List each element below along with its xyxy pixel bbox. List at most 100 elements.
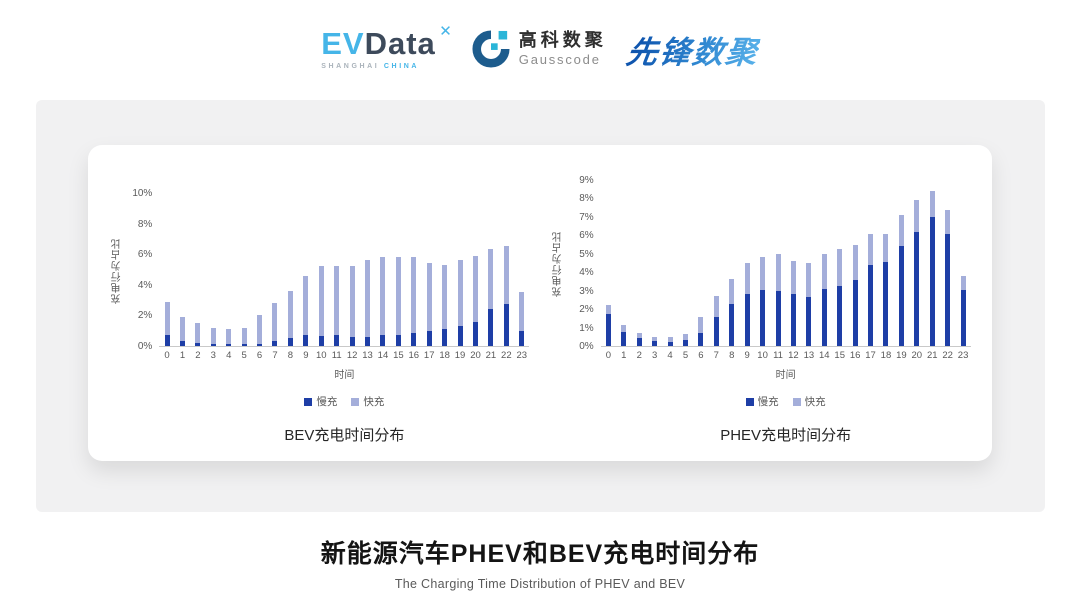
y-axis-title: 充电行为占比	[111, 237, 123, 304]
bar-column	[832, 249, 847, 346]
stacked-bar-hour-12	[349, 266, 355, 346]
stacked-bar-hour-20	[472, 255, 478, 346]
fast-charge-segment	[713, 296, 719, 317]
legend-item: 慢充	[745, 394, 779, 409]
x-tick-label: 2	[636, 350, 642, 361]
x-tick-label: 16	[849, 350, 861, 361]
legend-swatch	[351, 397, 360, 406]
bev-chart: 充电行为占比 0% 2% 4% 6% 8% 10% 0 1 2 3 4 5 6 7 8 9 10 11 12 13 1…	[109, 189, 530, 445]
bar-column	[252, 315, 267, 346]
x-tick-label: 0	[605, 350, 612, 361]
fast-charge-segment	[806, 263, 812, 298]
bar-column	[817, 253, 832, 346]
fast-charge-segment	[898, 215, 904, 247]
slow-charge-segment	[760, 289, 766, 346]
bar-column	[647, 336, 662, 346]
fast-charge-segment	[241, 327, 247, 345]
x-tick-label: 20	[470, 350, 481, 361]
x-tick-label: 19	[896, 350, 907, 361]
bar-column	[283, 290, 298, 346]
legend-swatch	[792, 397, 801, 406]
fast-charge-segment	[195, 323, 201, 343]
evdata-shanghai-text: SHANGHAI	[321, 63, 380, 70]
stacked-bar-hour-23	[519, 291, 525, 346]
stacked-bar-hour-8	[729, 278, 735, 346]
y-tick-label: 5%	[579, 248, 594, 260]
bar-column	[755, 257, 770, 346]
gausscode-cn-text: 高科数聚	[518, 30, 607, 51]
bar-column	[267, 303, 282, 346]
x-tick-label: 9	[744, 350, 750, 361]
bev-chart-grid: 充电行为占比 0% 2% 4% 6% 8% 10% 0 1 2 3 4 5 6 7 8 9 10 11 12 13 1…	[109, 189, 530, 381]
stacked-bar-hour-19	[898, 215, 904, 346]
fast-charge-segment	[287, 290, 293, 339]
x-tick-label: 10	[315, 350, 327, 361]
slow-charge-segment	[821, 288, 827, 346]
bar-column	[955, 275, 970, 346]
x-tick-label: 23	[957, 350, 969, 361]
y-tick-label: 4%	[579, 267, 594, 279]
bar-column	[452, 260, 467, 346]
stacked-bar-hour-2	[636, 333, 642, 346]
fast-charge-segment	[775, 253, 781, 291]
fast-charge-segment	[442, 264, 448, 330]
bar-column	[499, 245, 514, 346]
slow-charge-segment	[241, 344, 247, 346]
fast-charge-segment	[821, 253, 827, 289]
y-tick-label: 8%	[579, 193, 594, 205]
x-tick-label: 3	[651, 350, 658, 361]
slow-charge-segment	[365, 336, 371, 346]
chart-title: PHEV充电时间分布	[720, 427, 852, 444]
x-tick-label: 21	[926, 350, 938, 361]
x-tick-label: 15	[834, 350, 845, 361]
slow-charge-segment	[621, 332, 627, 346]
slow-charge-segment	[349, 336, 355, 346]
slow-charge-segment	[868, 264, 874, 346]
stacked-bar-hour-17	[868, 233, 874, 346]
evdata-spark-icon: ✕	[439, 23, 452, 40]
stacked-bar-hour-21	[488, 248, 494, 346]
x-tick-label: 18	[880, 350, 892, 361]
y-tick-label: 1%	[579, 322, 594, 334]
bar-column	[159, 301, 174, 346]
fast-charge-segment	[698, 316, 704, 334]
stacked-bar-hour-8	[287, 290, 293, 346]
slow-charge-segment	[914, 231, 920, 346]
phev-chart-grid: 充电行为占比 0% 1% 2% 3% 4% 5% 6% 7% 8% 9% 0 1 2 3 4 5 6 7 8 9 10…	[551, 176, 971, 381]
bar-column	[878, 233, 893, 346]
stacked-bar-hour-10	[760, 257, 766, 346]
bar-column	[190, 323, 205, 346]
y-axis-title: 充电行为占比	[553, 231, 565, 297]
fast-charge-segment	[257, 315, 263, 344]
x-tick-label: 2	[195, 350, 201, 361]
x-tick-label: 7	[713, 350, 719, 361]
legend-label: 慢充	[316, 396, 338, 408]
fast-charge-segment	[457, 260, 463, 327]
fast-charge-segment	[179, 316, 185, 341]
fast-charge-segment	[621, 324, 627, 333]
y-tick-label: 6%	[579, 230, 594, 242]
y-tick-label: 3%	[579, 285, 594, 297]
x-tick-label: 6	[698, 350, 704, 361]
fast-charge-segment	[744, 263, 750, 295]
bar-column	[894, 215, 909, 346]
fast-charge-segment	[349, 266, 355, 337]
y-tick-label: 10%	[132, 188, 153, 199]
stacked-bar-hour-6	[257, 315, 263, 346]
stacked-bar-hour-4	[226, 329, 232, 346]
gausscode-g-icon	[472, 30, 510, 68]
legend-item: 快充	[351, 394, 384, 409]
bar-column	[925, 191, 940, 346]
fast-charge-segment	[929, 191, 935, 217]
fast-charge-segment	[411, 256, 417, 333]
stacked-bar-hour-13	[365, 259, 371, 346]
fast-charge-segment	[503, 245, 509, 304]
y-tick-label: 2%	[579, 304, 594, 316]
slow-charge-segment	[698, 333, 704, 346]
x-tick-label: 19	[454, 350, 466, 361]
fast-charge-segment	[334, 265, 340, 336]
bar-column	[221, 329, 236, 346]
slow-charge-segment	[411, 333, 417, 346]
stacked-bar-hour-7	[272, 303, 278, 346]
x-tick-label: 5	[682, 350, 689, 361]
